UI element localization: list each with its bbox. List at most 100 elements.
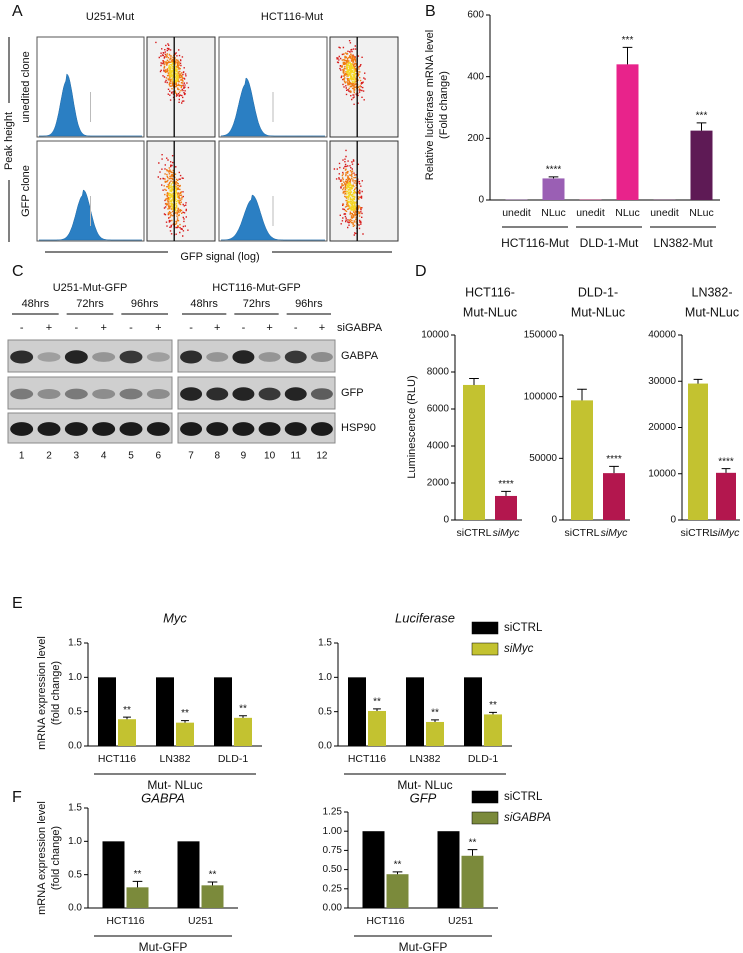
y-tick-label: 2000 bbox=[427, 478, 450, 489]
y-tick-label: 400 bbox=[467, 71, 484, 82]
y-axis-label: mRNA expression level bbox=[36, 801, 48, 915]
error-bar bbox=[123, 716, 131, 720]
axis-label: GFP signal (log) bbox=[180, 251, 259, 263]
blot-band bbox=[64, 422, 88, 436]
timepoint-label: 96hrs bbox=[295, 298, 323, 310]
error-bar bbox=[609, 465, 619, 474]
blot-band bbox=[92, 422, 116, 436]
timepoint-label: 72hrs bbox=[243, 298, 271, 310]
bar bbox=[603, 473, 625, 520]
bar bbox=[688, 383, 708, 520]
lane-number: 10 bbox=[264, 451, 276, 462]
lane-number: 8 bbox=[214, 451, 220, 462]
blot-strip bbox=[177, 412, 336, 444]
blot-band bbox=[180, 387, 203, 401]
x-tick-label: DLD-1 bbox=[218, 753, 249, 765]
x-tick-label: NLuc bbox=[615, 207, 640, 219]
x-tick-label: U251 bbox=[188, 915, 213, 927]
x-tick-label: HCT116 bbox=[348, 753, 386, 765]
bar bbox=[98, 677, 116, 746]
y-axis-label: mRNA expression level bbox=[36, 636, 48, 750]
y-axis-label: Relative luciferase mRNA level bbox=[424, 30, 436, 180]
blot-band bbox=[310, 388, 333, 400]
lane-number: 3 bbox=[74, 451, 80, 462]
error-bar bbox=[469, 377, 479, 385]
blot-band bbox=[284, 387, 307, 401]
y-tick-label: 50000 bbox=[529, 453, 557, 464]
blot-band bbox=[258, 352, 281, 362]
error-bar bbox=[721, 468, 731, 473]
blot-band bbox=[258, 422, 281, 436]
significance: ** bbox=[209, 870, 217, 881]
protein-label: GFP bbox=[341, 387, 364, 399]
bar bbox=[461, 855, 484, 908]
legend-swatch bbox=[471, 790, 499, 804]
chart-title: HCT116- bbox=[465, 285, 515, 299]
legend-label: siCTRL bbox=[504, 622, 543, 634]
blot-strip bbox=[7, 339, 173, 373]
blot-band bbox=[119, 422, 143, 436]
lane-number: 12 bbox=[316, 451, 328, 462]
error-bar bbox=[132, 880, 143, 888]
chart-title: Luciferase bbox=[395, 610, 455, 625]
lane-number: 5 bbox=[128, 451, 134, 462]
blot-band bbox=[180, 350, 203, 364]
scatter-dots bbox=[336, 40, 366, 105]
y-tick-label: 200 bbox=[467, 133, 484, 144]
blot-band bbox=[37, 352, 61, 362]
significance: ** bbox=[431, 708, 439, 719]
y-tick-label: 1.00 bbox=[323, 826, 343, 837]
blot-band bbox=[232, 387, 255, 401]
blot-band bbox=[310, 422, 333, 436]
y-tick-label: 1.5 bbox=[68, 803, 82, 814]
column-label: HCT116-Mut bbox=[261, 11, 323, 23]
treatment-sign: + bbox=[46, 322, 52, 334]
y-tick-label: 0.5 bbox=[318, 706, 332, 717]
group-label: DLD-1-Mut bbox=[580, 236, 639, 250]
blot-band bbox=[37, 422, 61, 436]
blot-band bbox=[310, 351, 333, 363]
y-axis-label: (Fold change) bbox=[438, 71, 450, 139]
treatment-sign: + bbox=[319, 322, 325, 334]
scatter-dots bbox=[345, 61, 357, 84]
blot-band bbox=[10, 350, 34, 364]
row-label: GFP clone bbox=[20, 165, 32, 217]
scatter-box bbox=[146, 140, 216, 242]
significance: **** bbox=[606, 454, 622, 465]
x-tick-label: siCTRL bbox=[456, 527, 491, 539]
significance: ** bbox=[489, 700, 497, 711]
bar bbox=[690, 130, 713, 200]
y-tick-label: 0.0 bbox=[318, 741, 332, 752]
bar bbox=[616, 64, 639, 200]
x-tick-label: HCT116 bbox=[98, 753, 136, 765]
x-tick-label: siMyc bbox=[713, 527, 741, 539]
legend-label: siGABPA bbox=[504, 812, 551, 824]
legend-swatch bbox=[471, 642, 499, 656]
chart-title: GABPA bbox=[141, 790, 185, 805]
treatment-sign: - bbox=[20, 322, 24, 334]
x-tick-label: HCT116 bbox=[106, 915, 144, 927]
error-bar bbox=[696, 122, 707, 131]
treatment-sign: - bbox=[74, 322, 78, 334]
bar bbox=[118, 719, 136, 746]
blot-band bbox=[258, 387, 281, 401]
error-bar bbox=[489, 711, 497, 715]
histogram bbox=[220, 194, 325, 241]
y-tick-label: 0.75 bbox=[323, 845, 343, 856]
bar bbox=[156, 677, 174, 746]
chart-title: Myc bbox=[163, 610, 187, 625]
y-tick-label: 0.5 bbox=[68, 869, 82, 880]
bar bbox=[368, 710, 386, 746]
blot-band bbox=[232, 422, 255, 436]
y-tick-label: 10000 bbox=[648, 468, 676, 479]
row-label: unedited clone bbox=[20, 51, 32, 123]
bar bbox=[406, 677, 424, 746]
x-tick-label: U251 bbox=[448, 915, 473, 927]
blot-band bbox=[64, 388, 88, 400]
group-label: Mut- NLuc bbox=[147, 778, 202, 792]
lane-number: 4 bbox=[101, 451, 107, 462]
group-label: Mut-GFP bbox=[139, 940, 188, 953]
chart-title: Mut-NLuc bbox=[571, 305, 625, 319]
y-tick-label: 0.5 bbox=[68, 706, 82, 717]
panel-letter: F bbox=[12, 789, 22, 806]
